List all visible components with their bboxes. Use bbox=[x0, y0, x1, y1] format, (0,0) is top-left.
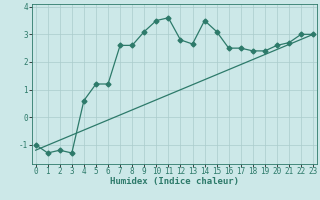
X-axis label: Humidex (Indice chaleur): Humidex (Indice chaleur) bbox=[110, 177, 239, 186]
